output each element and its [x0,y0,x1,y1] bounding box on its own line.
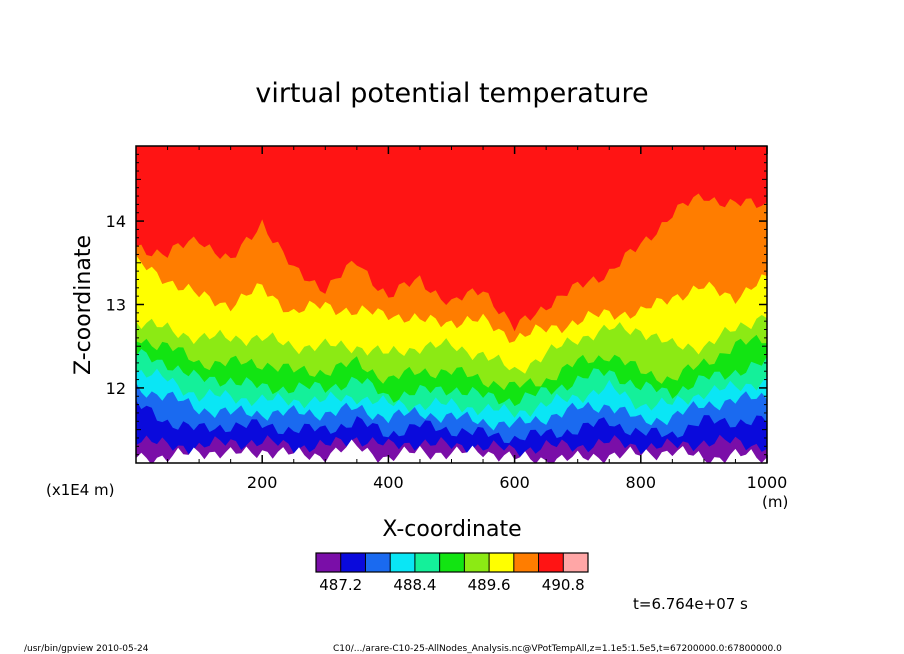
colorbar-swatch [316,553,342,572]
colorbar-swatch [340,553,366,572]
x-axis-unit: (m) [762,493,788,511]
colorbar-label: 488.4 [393,576,436,594]
colorbar-frame [315,552,589,573]
y-axis-unit: (x1E4 m) [46,481,115,499]
x-tick-label: 1000 [747,473,788,492]
x-axis: 200 400 600 800 1000 [167,146,788,492]
colorbar-swatch [563,553,589,572]
colorbar-swatch [439,553,465,572]
time-annotation: t=6.764e+07 s [633,595,748,613]
x-axis-label: X-coordinate [382,517,521,542]
y-axis-label: Z-coordinate [71,235,96,375]
colorbar: 487.2 488.4 489.6 490.8 [315,552,589,594]
contour-field [136,193,767,463]
y-tick-label: 14 [106,212,126,231]
colorbar-swatch [390,553,416,572]
colorbar-label: 487.2 [319,576,362,594]
colorbar-swatch [489,553,515,572]
colorbar-swatch [513,553,539,572]
colorbar-label: 490.8 [542,576,585,594]
footer-right: C10/.../arare-C10-25-AllNodes_Analysis.n… [333,644,782,654]
footer-left: /usr/bin/gpview 2010-05-24 [24,644,149,654]
colorbar-swatch [365,553,391,572]
y-tick-label: 13 [106,296,126,315]
colorbar-swatch [464,553,490,572]
y-tick-label: 12 [106,379,126,398]
x-tick-label: 600 [499,473,530,492]
colorbar-label: 489.6 [468,576,511,594]
x-tick-label: 400 [373,473,404,492]
colorbar-swatch [538,553,564,572]
y-axis: 12 13 14 [106,145,767,456]
colorbar-swatch [414,553,440,572]
chart-title: virtual potential temperature [255,78,648,109]
x-tick-label: 800 [626,473,657,492]
x-tick-label: 200 [247,473,278,492]
contour-band-10 [136,439,767,463]
